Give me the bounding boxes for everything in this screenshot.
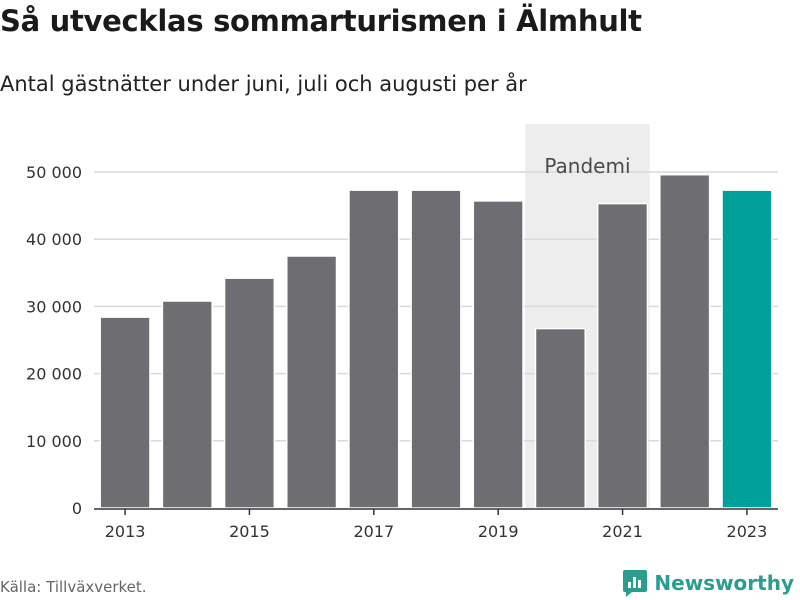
x-tick-label: 2023 (727, 522, 768, 541)
bar-2013 (99, 316, 151, 509)
bar-2014 (161, 300, 213, 509)
y-tick-label: 20 000 (26, 365, 82, 384)
bar-2022 (659, 173, 711, 509)
x-tick-label: 2021 (602, 522, 643, 541)
x-tick-label: 2019 (478, 522, 519, 541)
chart-subtitle: Antal gästnätter under juni, juli och au… (0, 72, 527, 96)
bar-2021 (596, 202, 649, 509)
bar-2015 (223, 277, 276, 509)
brand-name: Newsworthy (654, 571, 794, 595)
source-note: Källa: Tillväxverket. (0, 578, 147, 596)
bar-2017 (348, 189, 400, 509)
y-tick-label: 30 000 (26, 297, 82, 316)
bar-2019 (472, 200, 524, 509)
bar-2020 (534, 327, 586, 509)
pandemic-label: Pandemi (544, 154, 630, 178)
x-tick-label: 2013 (105, 522, 146, 541)
x-tick-label: 2017 (353, 522, 394, 541)
newsworthy-logo-icon (623, 570, 648, 597)
y-tick-label: 0 (72, 499, 82, 518)
y-tick-label: 40 000 (26, 230, 82, 249)
bar-2023 (721, 189, 773, 509)
bar-chart: 0 10 000 20 000 30 000 40 000 50 000 Pandemi 20… (26, 124, 778, 541)
x-tick-label: 2015 (229, 522, 270, 541)
brand-logo: Newsworthy (622, 568, 794, 598)
chart-title: Så utvecklas sommarturismen i Älmhult (0, 4, 642, 38)
y-tick-label: 10 000 (26, 432, 82, 451)
y-tick-label: 50 000 (26, 163, 82, 182)
bar-2018 (410, 189, 462, 509)
bar-2016 (286, 255, 338, 509)
